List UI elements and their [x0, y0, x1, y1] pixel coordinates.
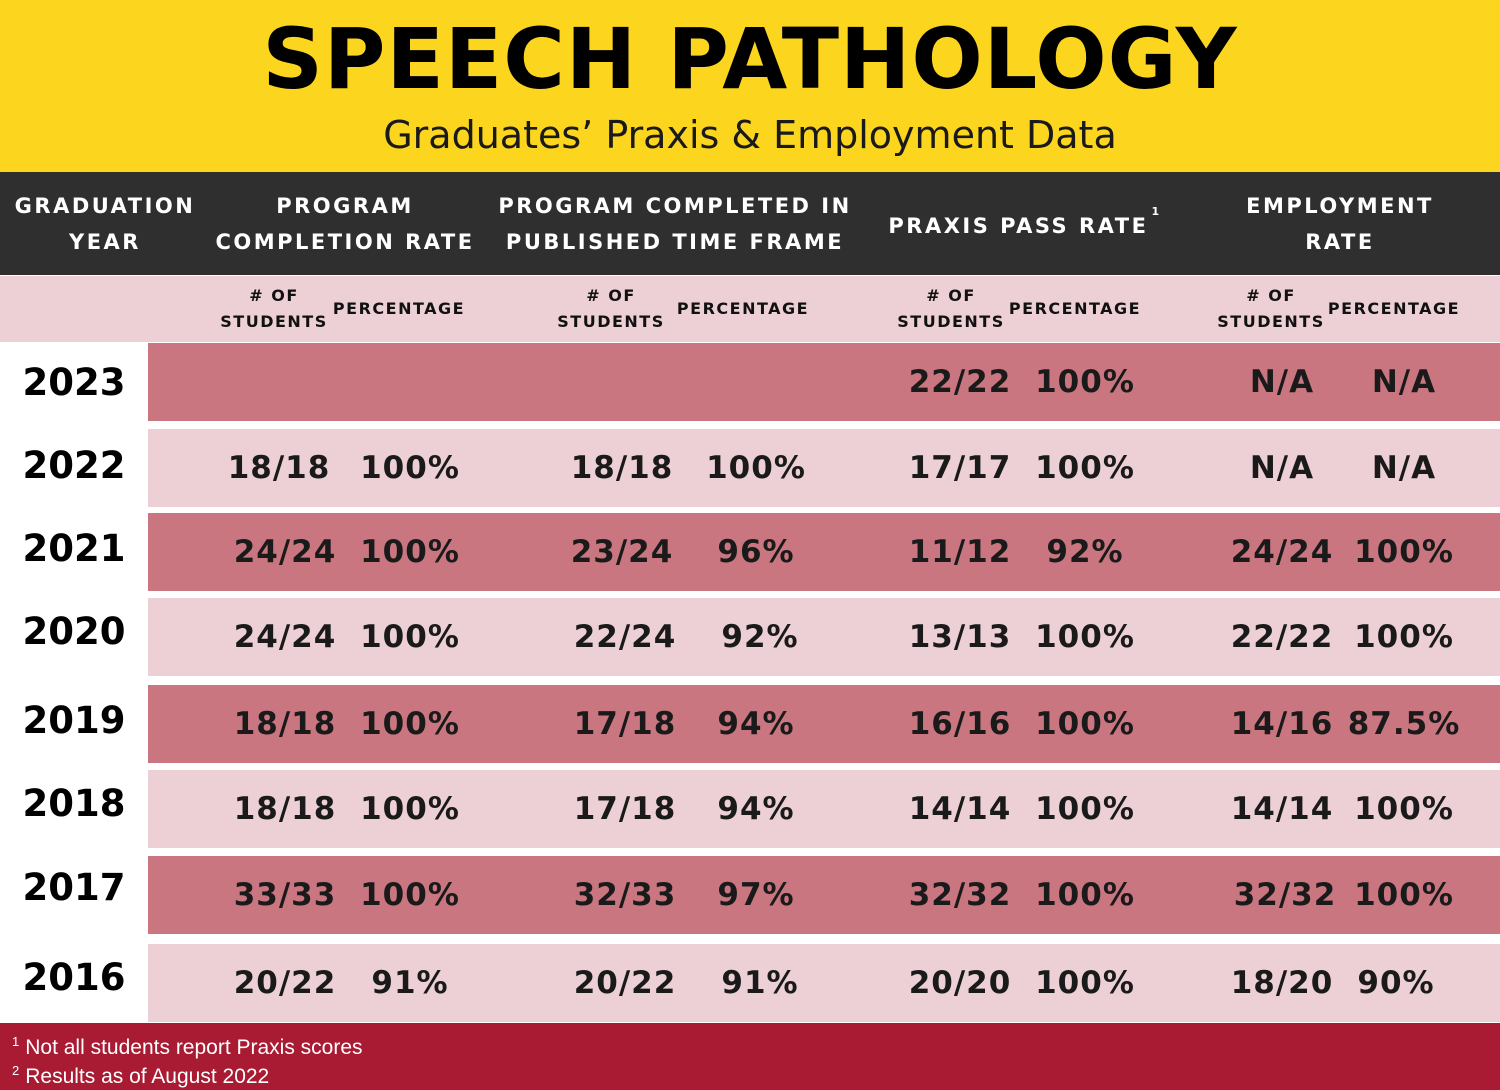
timeframe-students: [562, 343, 682, 421]
year-cell: 2020: [22, 609, 126, 653]
praxis-percentage: 100%: [1035, 364, 1135, 400]
employment-percentage: 90%: [1357, 965, 1435, 1001]
praxis-percentage: 100%: [1035, 877, 1135, 913]
praxis-percentage: 100%: [1035, 619, 1135, 655]
praxis-students: 20/20: [908, 965, 1012, 1001]
footnote-2: 2 Results as of August 2022: [12, 1063, 270, 1088]
praxis-students: 11/12: [908, 534, 1012, 570]
praxis-percentage: 100%: [1035, 965, 1135, 1001]
timeframe-percentage: 94%: [717, 791, 795, 827]
timeframe-students: 17/18: [573, 791, 677, 827]
praxis-students: 32/32: [908, 877, 1012, 913]
completion-students: 18/18: [227, 450, 331, 486]
employment-percentage: 100%: [1354, 619, 1454, 655]
praxis-students: 17/17: [908, 450, 1012, 486]
completion-percentage: 100%: [360, 877, 460, 913]
praxis-students: 14/14: [908, 791, 1012, 827]
completion-students: 33/33: [233, 877, 337, 913]
timeframe-percentage: 96%: [717, 534, 795, 570]
timeframe-students: 18/18: [570, 450, 674, 486]
subheader-percentage: PERCENTAGE: [1327, 299, 1461, 318]
timeframe-students: 32/33: [573, 877, 677, 913]
completion-percentage: 91%: [371, 965, 449, 1001]
employment-students: 24/24: [1230, 534, 1334, 570]
employment-students: 22/22: [1230, 619, 1334, 655]
completion-percentage: 100%: [360, 791, 460, 827]
subheader-students: # OF STUDENTS: [1217, 286, 1325, 331]
completion-percentage: 100%: [360, 534, 460, 570]
employment-students: N/A: [1249, 364, 1315, 400]
table-subheader: # OF STUDENTS PERCENTAGE # OF STUDENTS PER…: [0, 276, 1500, 342]
completion-percentage: 100%: [360, 619, 460, 655]
timeframe-percentage: 92%: [721, 619, 799, 655]
praxis-students: 22/22: [908, 364, 1012, 400]
completion-students: 24/24: [233, 534, 337, 570]
year-cell: 2018: [22, 781, 126, 825]
title-banner: SPEECH PATHOLOGY Graduates’ Praxis & Emp…: [0, 0, 1500, 172]
completion-students: 18/18: [233, 791, 337, 827]
praxis-students: 16/16: [908, 706, 1012, 742]
timeframe-percentage: 91%: [721, 965, 799, 1001]
subheader-students: # OF STUDENTS: [220, 286, 328, 331]
praxis-percentage: 100%: [1035, 450, 1135, 486]
header-time-frame: PROGRAM COMPLETED IN PUBLISHED TIME FRAME: [498, 193, 852, 254]
header-graduation-year: GRADUATION YEAR: [14, 193, 196, 254]
year-cell: 2022: [22, 443, 126, 487]
header-employment-rate: EMPLOYMENT RATE: [1246, 193, 1434, 254]
subheader-students: # OF STUDENTS: [897, 286, 1005, 331]
year-cell: 2019: [22, 698, 126, 742]
timeframe-students: 20/22: [573, 965, 677, 1001]
header-praxis-pass-rate: PRAXIS PASS RATE1: [888, 204, 1162, 238]
employment-students: 14/14: [1230, 791, 1334, 827]
praxis-percentage: 100%: [1035, 706, 1135, 742]
subheader-percentage: PERCENTAGE: [676, 299, 810, 318]
praxis-percentage: 92%: [1046, 534, 1124, 570]
footnotes: 1 Not all students report Praxis scores 2…: [0, 1023, 1500, 1090]
table-header: GRADUATION YEAR PROGRAM COMPLETION RATE PR…: [0, 172, 1500, 275]
footnote-mark: 2: [12, 1063, 20, 1078]
employment-students: 18/20: [1230, 965, 1334, 1001]
employment-percentage: 100%: [1354, 534, 1454, 570]
timeframe-percentage: 94%: [717, 706, 795, 742]
timeframe-percentage: [696, 343, 816, 421]
year-cell: 2021: [22, 526, 126, 570]
subheader-percentage: PERCENTAGE: [332, 299, 466, 318]
praxis-students: 13/13: [908, 619, 1012, 655]
employment-students: N/A: [1249, 450, 1315, 486]
subheader-percentage: PERCENTAGE: [1008, 299, 1142, 318]
employment-percentage: 100%: [1354, 877, 1454, 913]
year-cell: 2023: [22, 360, 126, 404]
footnote-mark: 1: [12, 1034, 20, 1049]
timeframe-percentage: 97%: [717, 877, 795, 913]
completion-students: [225, 343, 345, 421]
employment-percentage: N/A: [1371, 450, 1437, 486]
timeframe-students: 23/24: [570, 534, 674, 570]
completion-percentage: 100%: [360, 706, 460, 742]
timeframe-percentage: 100%: [706, 450, 806, 486]
year-cell: 2017: [22, 865, 126, 909]
praxis-percentage: 100%: [1035, 791, 1135, 827]
completion-students: 18/18: [233, 706, 337, 742]
page-subtitle: Graduates’ Praxis & Employment Data: [383, 113, 1117, 157]
completion-students: 24/24: [233, 619, 337, 655]
employment-percentage: 87.5%: [1347, 706, 1461, 742]
header-completion-rate: PROGRAM COMPLETION RATE: [215, 193, 475, 254]
footnote-1: 1 Not all students report Praxis scores: [12, 1034, 363, 1059]
page-title: SPEECH PATHOLOGY: [262, 10, 1238, 108]
subheader-students: # OF STUDENTS: [557, 286, 665, 331]
footnote-marker: 1: [1151, 204, 1162, 218]
employment-percentage: 100%: [1354, 791, 1454, 827]
timeframe-students: 22/24: [573, 619, 677, 655]
completion-percentage: 100%: [360, 450, 460, 486]
year-cell: 2016: [22, 955, 126, 999]
timeframe-students: 17/18: [573, 706, 677, 742]
completion-students: 20/22: [233, 965, 337, 1001]
employment-percentage: N/A: [1371, 364, 1437, 400]
employment-students: 32/32: [1233, 877, 1337, 913]
employment-students: 14/16: [1230, 706, 1334, 742]
completion-percentage: [350, 343, 470, 421]
